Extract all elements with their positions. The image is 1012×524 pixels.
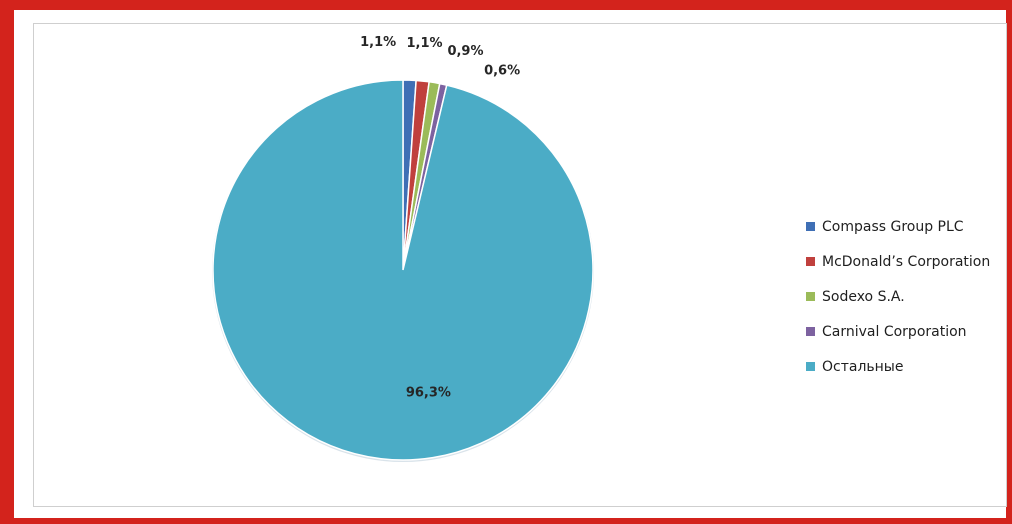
legend-item-compass: Compass Group PLC: [806, 209, 1012, 244]
legend-label-compass: Compass Group PLC: [822, 218, 964, 235]
chart-area: 1,1% 1,1% 0,9% 0,6% 96,3% Compass Group PLC …: [33, 23, 1007, 507]
legend-label-sodexo: Sodexo S.A.: [822, 288, 905, 305]
legend-item-mcdonalds: McDonald’s Corporation: [806, 244, 1012, 279]
pie-slice-others: [212, 79, 594, 461]
legend-swatch-mcdonalds: [806, 257, 815, 266]
legend-swatch-carnival: [806, 327, 815, 336]
legend-label-mcdonalds: McDonald’s Corporation: [822, 253, 991, 270]
data-label-compass: 1,1%: [360, 35, 396, 50]
legend-label-others: Остальные: [822, 358, 904, 375]
legend-swatch-sodexo: [806, 292, 815, 301]
legend-swatch-others: [806, 362, 815, 371]
data-label-carnival: 0,6%: [484, 64, 520, 79]
data-label-others: 96,3%: [406, 386, 451, 401]
legend-item-sodexo: Sodexo S.A.: [806, 279, 1012, 314]
legend-item-others: Остальные: [806, 349, 1012, 384]
legend: Compass Group PLC McDonald’s Corporation…: [806, 209, 1012, 384]
data-label-sodexo: 0,9%: [447, 44, 483, 59]
legend-label-carnival: Carnival Corporation: [822, 323, 967, 340]
pie-chart: 1,1% 1,1% 0,9%0,6% 96,3%: [212, 35, 594, 462]
data-label-mcdonalds: 1,1%: [406, 36, 442, 51]
legend-item-carnival: Carnival Corporation: [806, 314, 1012, 349]
legend-swatch-compass: [806, 222, 815, 231]
